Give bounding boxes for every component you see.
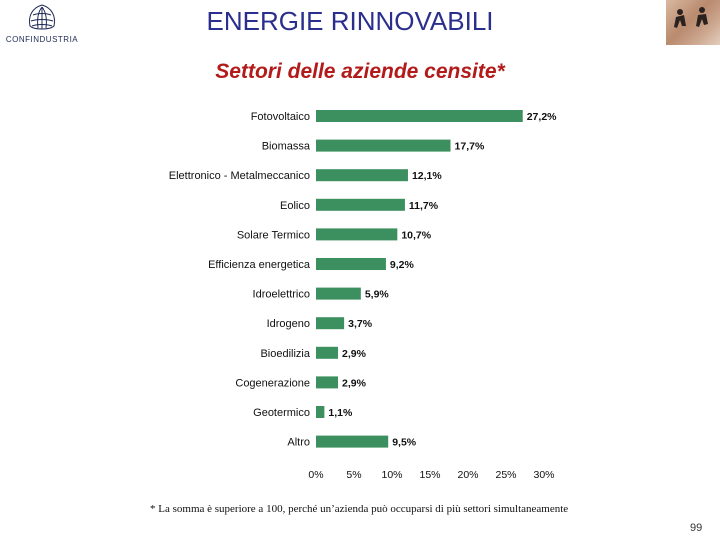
value-label: 9,2% — [390, 259, 415, 271]
x-tick-label: 30% — [533, 469, 554, 481]
category-label: Altro — [287, 437, 310, 449]
category-label: Efficienza energetica — [208, 259, 311, 271]
x-tick-label: 0% — [308, 469, 323, 481]
bar-chart: Fotovoltaico 27,2% Biomassa 17,7% Elettronic… — [169, 110, 557, 481]
bar — [316, 228, 398, 241]
page-number: 99 — [690, 522, 703, 534]
category-label: Cogenerazione — [235, 377, 310, 389]
value-label: 5,9% — [365, 289, 390, 301]
bar — [316, 435, 389, 448]
bar — [316, 317, 345, 330]
bar — [316, 198, 405, 211]
value-label: 3,7% — [348, 318, 373, 330]
bar — [316, 139, 451, 152]
category-label: Idroelettrico — [253, 289, 310, 301]
footnote: * La somma è superiore a 100, perché un’… — [150, 503, 569, 515]
value-label: 9,5% — [392, 437, 417, 449]
page-title: ENERGIE RINNOVABILI — [206, 6, 494, 36]
value-label: 1,1% — [328, 407, 353, 419]
corner-photo — [666, 0, 720, 45]
confindustria-logo: CONFINDUSTRIA — [2, 2, 82, 48]
x-tick-label: 5% — [346, 469, 361, 481]
bar — [316, 110, 523, 122]
logo-emblem-icon — [29, 4, 55, 30]
category-label: Eolico — [280, 200, 310, 212]
category-label: Bioedilizia — [260, 348, 310, 360]
value-label: 11,7% — [409, 200, 439, 212]
value-label: 10,7% — [401, 229, 431, 241]
bar — [316, 346, 339, 359]
category-label: Solare Termico — [237, 229, 310, 241]
value-label: 2,9% — [342, 348, 367, 360]
category-label: Geotermico — [253, 407, 310, 419]
figures-icon — [674, 7, 708, 28]
bar — [316, 287, 361, 300]
category-label: Idrogeno — [267, 318, 310, 330]
x-tick-label: 25% — [495, 469, 516, 481]
bar — [316, 258, 386, 270]
value-label: 2,9% — [342, 377, 367, 389]
category-label: Elettronico - Metalmeccanico — [169, 170, 310, 182]
x-tick-label: 10% — [381, 469, 402, 481]
category-label: Biomassa — [262, 141, 311, 153]
value-label: 17,7% — [455, 141, 485, 153]
x-tick-label: 20% — [457, 469, 478, 481]
value-label: 27,2% — [527, 111, 557, 123]
logo-text: CONFINDUSTRIA — [5, 35, 79, 44]
chart-subtitle: Settori delle aziende censite* — [215, 60, 505, 83]
category-label: Fotovoltaico — [251, 111, 310, 123]
bar — [316, 406, 325, 418]
value-label: 12,1% — [412, 170, 442, 182]
bar — [316, 169, 408, 182]
bar — [316, 376, 339, 389]
x-tick-label: 15% — [419, 469, 440, 481]
